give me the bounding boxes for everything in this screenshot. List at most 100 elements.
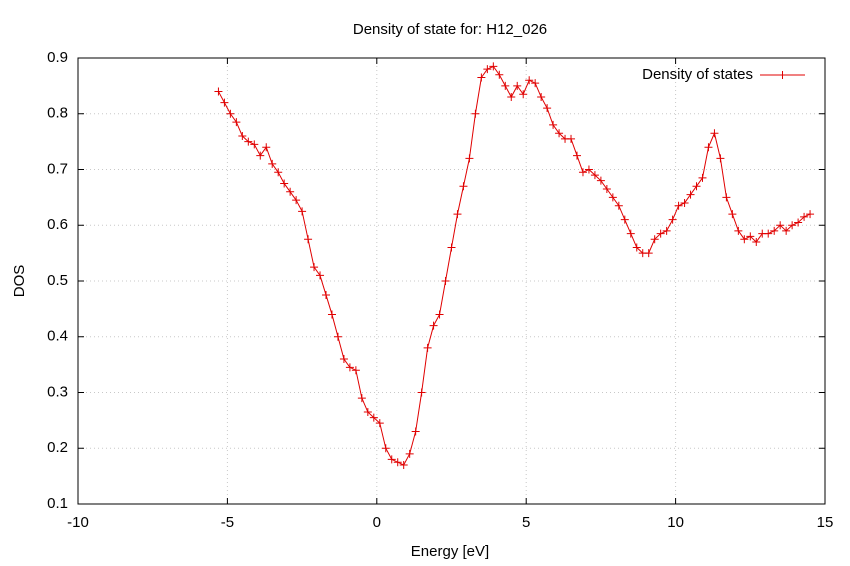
data-point <box>357 394 366 403</box>
chart-title: Density of state for: H12_026 <box>353 21 547 38</box>
data-point <box>327 310 336 319</box>
data-point <box>674 201 683 210</box>
y-tick-label: 0.1 <box>47 495 68 512</box>
data-point <box>572 151 581 160</box>
data-point <box>782 226 791 235</box>
data-point <box>423 343 432 352</box>
y-tick-label: 0.9 <box>47 49 68 66</box>
data-point <box>608 193 617 202</box>
x-tick-label: 0 <box>373 514 381 531</box>
data-point <box>507 93 516 102</box>
data-point <box>644 249 653 258</box>
data-point <box>662 226 671 235</box>
y-tick-label: 0.2 <box>47 439 68 456</box>
data-point <box>584 165 593 174</box>
data-point <box>250 140 259 149</box>
data-point <box>626 229 635 238</box>
data-point <box>405 449 414 458</box>
data-point <box>513 81 522 90</box>
data-point <box>746 232 755 241</box>
data-point <box>596 176 605 185</box>
y-tick-label: 0.4 <box>47 328 68 345</box>
data-point <box>620 215 629 224</box>
data-point <box>387 455 396 464</box>
data-point <box>590 171 599 180</box>
data-point <box>286 187 295 196</box>
data-point <box>292 196 301 205</box>
data-point <box>752 237 761 246</box>
data-point <box>794 218 803 227</box>
data-point <box>728 210 737 219</box>
data-point <box>632 243 641 252</box>
x-tick-label: -10 <box>67 514 89 531</box>
x-tick-label: 10 <box>667 514 684 531</box>
data-point <box>543 104 552 113</box>
data-point <box>483 65 492 74</box>
data-point <box>495 70 504 79</box>
data-point <box>280 179 289 188</box>
data-point <box>316 271 325 280</box>
data-point <box>399 460 408 469</box>
legend-label: Density of states <box>642 66 753 83</box>
data-point <box>537 93 546 102</box>
data-point <box>722 193 731 202</box>
data-point <box>256 151 265 160</box>
data-point <box>322 290 331 299</box>
data-point <box>232 118 241 127</box>
y-tick-label: 0.6 <box>47 216 68 233</box>
data-point <box>806 210 815 219</box>
data-point <box>435 310 444 319</box>
data-point <box>555 129 564 138</box>
data-point <box>411 427 420 436</box>
data-point <box>363 408 372 417</box>
data-point <box>501 81 510 90</box>
data-point <box>668 215 677 224</box>
data-point <box>710 129 719 138</box>
data-point <box>740 235 749 244</box>
legend-marker <box>778 71 787 79</box>
data-point <box>800 212 809 221</box>
data-point <box>310 263 319 272</box>
data-point <box>447 243 456 252</box>
data-point <box>262 143 271 152</box>
x-axis-label: Energy [eV] <box>411 543 489 560</box>
data-line <box>217 65 811 466</box>
data-point <box>716 154 725 163</box>
data-point <box>214 87 223 96</box>
data-point <box>686 190 695 199</box>
data-point <box>268 159 277 168</box>
data-point <box>244 137 253 146</box>
data-point <box>692 182 701 191</box>
data-point <box>220 98 229 107</box>
data-point <box>776 221 785 230</box>
data-point <box>650 235 659 244</box>
data-point <box>339 355 348 364</box>
data-point <box>788 221 797 230</box>
data-point <box>770 226 779 235</box>
data-point <box>304 235 313 244</box>
data-point <box>333 332 342 341</box>
data-point <box>704 143 713 152</box>
data-point <box>471 109 480 118</box>
x-tick-label: 15 <box>817 514 834 531</box>
data-point <box>226 109 235 118</box>
y-tick-label: 0.8 <box>47 105 68 122</box>
data-point <box>369 413 378 422</box>
data-point <box>417 388 426 397</box>
data-point <box>441 277 450 285</box>
data-point <box>519 90 528 99</box>
data-point <box>274 168 283 177</box>
y-axis-label: DOS <box>11 265 28 298</box>
data-point <box>525 76 534 85</box>
data-point <box>764 229 773 238</box>
data-point <box>459 182 468 191</box>
data-point <box>238 132 247 141</box>
data-point <box>698 173 707 182</box>
data-point <box>429 321 438 330</box>
data-point <box>381 444 390 453</box>
data-point <box>393 458 402 467</box>
data-point <box>734 226 743 235</box>
data-point <box>345 363 354 372</box>
x-tick-label: 5 <box>522 514 530 531</box>
